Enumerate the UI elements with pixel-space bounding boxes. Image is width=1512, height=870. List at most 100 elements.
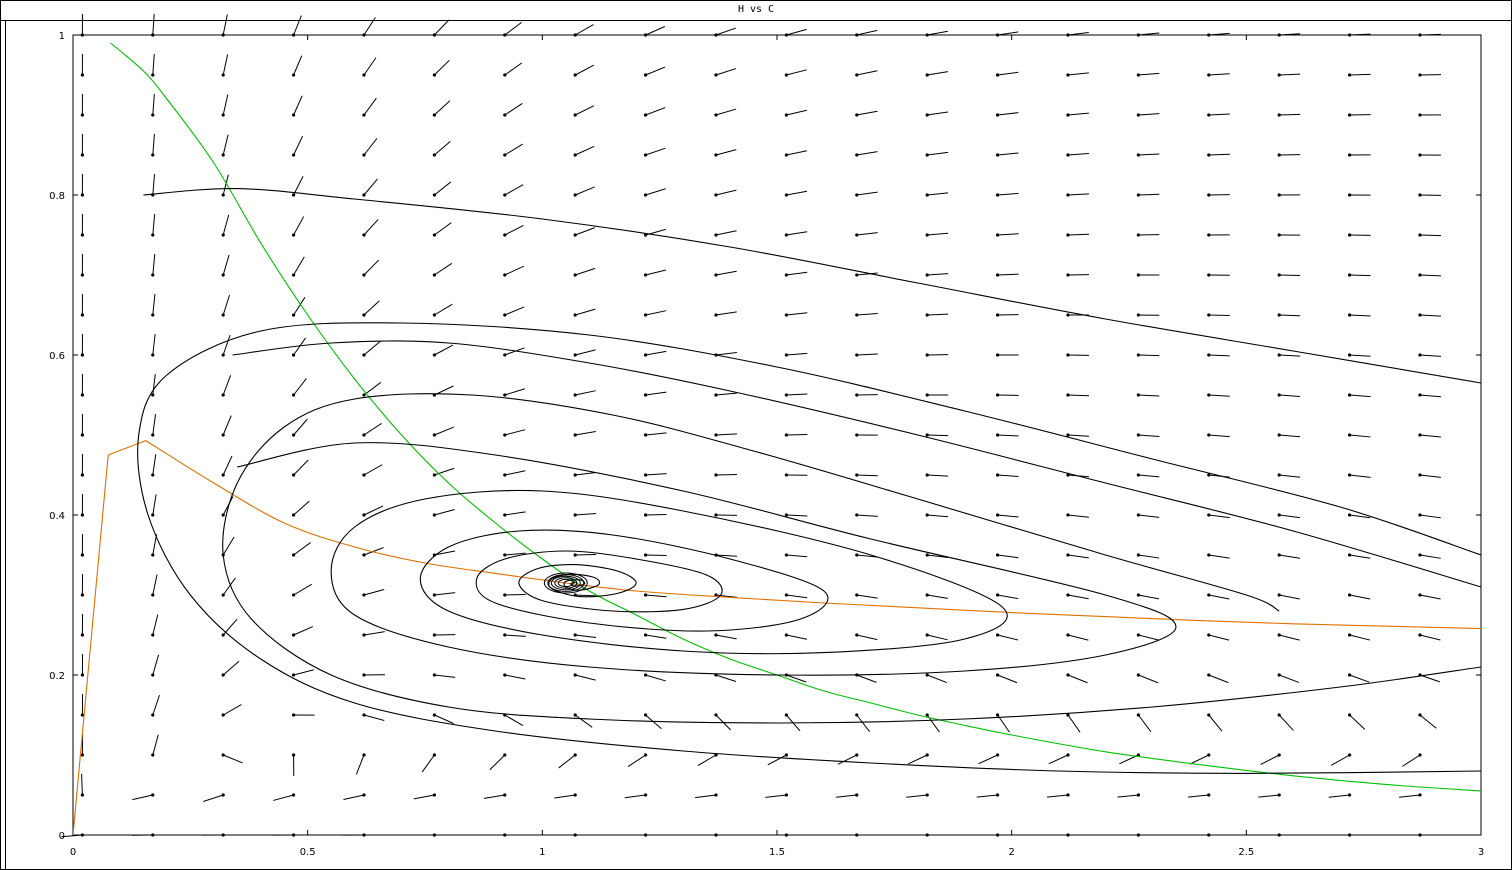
- field-arrow: [645, 391, 667, 396]
- field-arrow: [997, 112, 1019, 116]
- field-arrow-head: [80, 793, 84, 797]
- field-arrow: [927, 151, 949, 156]
- field-arrow: [504, 224, 524, 236]
- field-arrow: [927, 634, 948, 641]
- field-arrow-head: [221, 73, 225, 77]
- field-arrow: [856, 674, 877, 683]
- field-arrow: [222, 704, 242, 716]
- field-arrow-head: [995, 193, 1000, 197]
- field-arrow-head: [1136, 593, 1140, 597]
- field-arrow: [1260, 754, 1280, 766]
- field-arrow-head: [1136, 233, 1140, 237]
- field-arrow-head: [643, 713, 648, 717]
- field-arrow: [927, 554, 949, 558]
- field-arrow-head: [643, 553, 648, 557]
- field-arrow: [1349, 73, 1371, 76]
- field-arrow-head: [573, 433, 577, 437]
- field-arrow: [434, 303, 453, 316]
- field-arrow-head: [1418, 233, 1422, 237]
- field-arrow: [152, 614, 159, 636]
- field-arrow-head: [995, 113, 1000, 117]
- field-arrow-head: [1418, 553, 1422, 557]
- field-arrow-head: [151, 393, 155, 397]
- field-arrow-head: [291, 33, 296, 37]
- field-arrow: [434, 19, 450, 36]
- field-arrow: [856, 191, 878, 196]
- field-arrow: [1208, 113, 1230, 116]
- field-arrow-head: [1207, 793, 1211, 797]
- field-arrow-head: [1418, 473, 1422, 477]
- field-arrow-head: [1418, 273, 1422, 277]
- field-arrow: [1328, 794, 1350, 798]
- field-arrow-head: [643, 313, 648, 317]
- field-arrow: [927, 313, 949, 316]
- field-arrow: [1208, 32, 1230, 36]
- field-arrow-head: [1418, 113, 1422, 117]
- field-arrow-head: [643, 513, 648, 517]
- nullcline-curve-1: [73, 439, 1481, 835]
- field-arrow-head: [362, 313, 366, 317]
- field-arrow-head: [784, 193, 788, 197]
- field-arrow: [554, 794, 576, 799]
- field-arrow-head: [714, 593, 718, 597]
- field-arrow-head: [362, 33, 366, 37]
- field-arrow: [1138, 634, 1159, 641]
- field-arrow: [645, 350, 667, 356]
- field-arrow-head: [784, 353, 788, 357]
- field-arrow: [575, 390, 596, 396]
- field-arrow-head: [80, 753, 84, 757]
- field-arrow-head: [1347, 393, 1352, 397]
- field-arrow: [1067, 394, 1089, 397]
- field-arrow-head: [784, 33, 788, 37]
- field-arrow-head: [1207, 153, 1211, 157]
- field-arrow: [152, 454, 157, 476]
- field-arrow-head: [573, 313, 577, 317]
- field-arrow: [1208, 73, 1230, 76]
- field-arrow: [856, 634, 878, 641]
- field-arrow: [293, 176, 304, 196]
- field-arrow-head: [1066, 513, 1070, 517]
- field-arrow-head: [714, 73, 718, 77]
- field-arrow-head: [362, 193, 366, 197]
- field-arrow-head: [151, 433, 155, 437]
- field-arrow: [927, 674, 947, 684]
- field-arrow-head: [80, 193, 84, 197]
- field-arrow-head: [573, 833, 577, 837]
- field-arrow: [504, 470, 526, 476]
- field-arrow-head: [1418, 593, 1422, 597]
- field-arrow: [504, 714, 524, 727]
- field-arrow: [927, 71, 948, 76]
- field-arrow: [504, 143, 523, 156]
- field-arrow: [575, 349, 596, 356]
- field-arrow-head: [925, 833, 929, 837]
- field-arrow-head: [643, 33, 648, 37]
- field-arrow: [715, 352, 737, 356]
- field-arrow-head: [1277, 433, 1281, 437]
- field-arrow-head: [432, 193, 436, 197]
- field-arrow-head: [432, 353, 436, 357]
- field-arrow-head: [80, 513, 84, 517]
- field-arrow-head: [1136, 713, 1140, 717]
- field-arrow: [856, 313, 878, 316]
- field-arrow-head: [925, 513, 929, 517]
- field-arrow: [1349, 714, 1366, 730]
- field-arrow-head: [221, 633, 225, 637]
- field-arrow: [575, 431, 596, 436]
- field-arrow: [1067, 714, 1081, 733]
- field-arrow-head: [1207, 33, 1211, 37]
- field-arrow: [222, 134, 229, 156]
- field-arrow-head: [221, 713, 225, 717]
- field-arrow-head: [1207, 713, 1211, 717]
- x-tick-label: 0.5: [300, 847, 316, 858]
- field-arrow: [222, 14, 228, 36]
- field-arrow-head: [503, 193, 507, 197]
- field-arrow-head: [1066, 273, 1070, 277]
- field-arrow: [1419, 594, 1441, 600]
- field-arrow: [293, 459, 309, 476]
- field-arrow-head: [1066, 393, 1070, 397]
- field-arrow: [1279, 314, 1301, 317]
- field-arrow-head: [1066, 473, 1070, 477]
- field-arrow-head: [784, 233, 788, 237]
- field-arrow-head: [151, 233, 155, 237]
- plot-curves: [73, 42, 1481, 835]
